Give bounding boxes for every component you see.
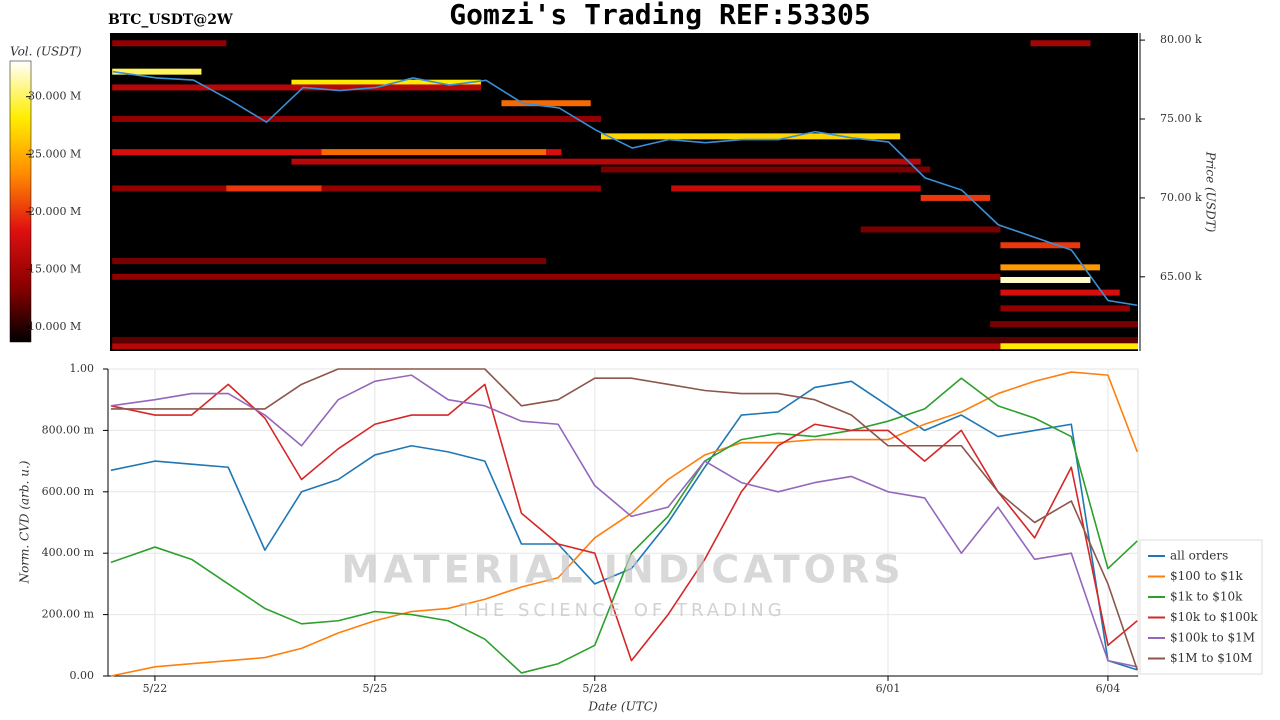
y-tick-label: 600.00 m xyxy=(42,485,95,498)
volume-band xyxy=(600,166,931,173)
volume-band xyxy=(1000,264,1100,271)
chart-title: Gomzi's Trading REF:53305 xyxy=(449,0,870,31)
x-tick-label: 6/01 xyxy=(876,682,901,695)
volume-band xyxy=(501,100,591,107)
volume-band xyxy=(291,79,481,86)
watermark: MATERIAL INDICATORS xyxy=(341,548,904,592)
y-axis-label: Price (USDT) xyxy=(1204,151,1218,233)
plot-background xyxy=(107,368,1139,677)
series-line xyxy=(110,377,1138,674)
volume-band xyxy=(112,116,601,123)
colorbar-tick-label: 20.000 M xyxy=(28,205,81,218)
volume-band xyxy=(112,68,202,75)
colorbar-tick-label: 10.000 M xyxy=(28,320,81,333)
volume-band xyxy=(1000,289,1120,296)
series-line xyxy=(110,371,1139,677)
y-tick-label: 800.00 m xyxy=(42,423,95,436)
volume-band xyxy=(112,258,547,265)
cvd-plot: 0.00 200.00 m 400.00 m 600.00 m 800.00 m 1.00… xyxy=(42,362,1139,695)
y-tick-label: 400.00 m xyxy=(42,546,95,559)
volume-band xyxy=(990,321,1138,328)
symbol-label: BTC_USDT@2W xyxy=(108,12,233,28)
series-line xyxy=(110,380,1138,671)
x-tick-label: 6/04 xyxy=(1096,682,1121,695)
price-line xyxy=(112,70,1138,307)
volume-band xyxy=(1000,305,1130,312)
legend-label: $100 to $1k xyxy=(1170,569,1243,583)
colorbar xyxy=(9,60,32,343)
legend-label: all orders xyxy=(1170,549,1228,563)
colorbar-tick-label: 15.000 M xyxy=(28,262,81,275)
y-tick-label: 70.00 k xyxy=(1160,191,1202,204)
volume-band xyxy=(1000,343,1138,350)
x-tick-label: 5/22 xyxy=(143,682,168,695)
colorbar-label: Vol. (USDT) xyxy=(10,45,82,59)
volume-band xyxy=(1000,276,1091,283)
volume-band xyxy=(291,158,921,165)
y-axis-label: Norm. CVD (arb. u.) xyxy=(18,460,32,584)
volume-band xyxy=(1000,242,1081,249)
x-axis-label: Date (UTC) xyxy=(587,700,657,714)
y-tick-label: 0.00 xyxy=(70,669,95,682)
heatmap-background xyxy=(110,33,1138,351)
legend xyxy=(1139,539,1263,675)
volume-band xyxy=(112,40,227,47)
y-tick-label: 65.00 k xyxy=(1160,270,1202,283)
legend-label: $1M to $10M xyxy=(1170,651,1252,665)
x-tick-label: 5/28 xyxy=(582,682,607,695)
volume-band xyxy=(321,149,547,156)
series-line xyxy=(110,383,1138,662)
volume-band xyxy=(1030,40,1091,47)
volume-band xyxy=(920,194,991,201)
volume-band xyxy=(112,336,1138,343)
series-line xyxy=(110,368,1139,671)
volume-band xyxy=(860,226,1001,233)
y-tick-label: 80.00 k xyxy=(1160,33,1202,46)
x-tick-label: 5/25 xyxy=(362,682,387,695)
colorbar-tick-label: 30.000 M xyxy=(28,90,81,103)
colorbar-tick-label: 25.000 M xyxy=(28,147,81,160)
legend-label: $100k to $1M xyxy=(1170,631,1255,645)
watermark-subtitle: THE SCIENCE OF TRADING xyxy=(459,600,785,621)
volume-band xyxy=(112,273,1001,280)
legend-label: $1k to $10k xyxy=(1170,590,1243,604)
legend-label: $10k to $100k xyxy=(1170,610,1258,624)
volume-band xyxy=(600,133,901,140)
volume-band xyxy=(112,343,1001,350)
volume-band xyxy=(112,185,601,192)
y-tick-label: 1.00 xyxy=(70,362,95,375)
y-tick-label: 75.00 k xyxy=(1160,112,1202,125)
y-tick-label: 200.00 m xyxy=(42,608,95,621)
volume-band xyxy=(671,185,921,192)
volume-band xyxy=(226,185,322,192)
volume-band xyxy=(112,84,481,91)
series-line xyxy=(110,374,1138,668)
